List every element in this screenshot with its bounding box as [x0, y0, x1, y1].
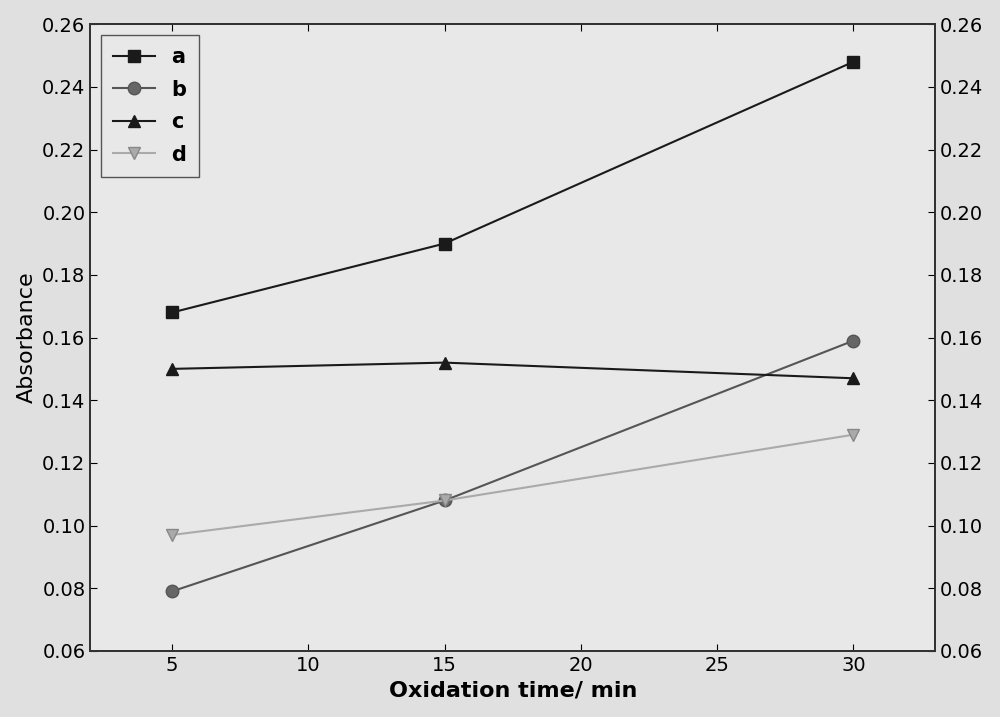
d: [847, 430, 859, 439]
d: [166, 531, 178, 539]
c: [166, 364, 178, 373]
a: [166, 308, 178, 317]
Line: d: d: [166, 429, 860, 541]
c: [439, 358, 451, 367]
Line: a: a: [166, 55, 860, 319]
Line: c: c: [166, 356, 860, 384]
Legend: a, b, c, d: a, b, c, d: [101, 34, 199, 177]
Y-axis label: Absorbance: Absorbance: [17, 272, 37, 404]
b: [166, 587, 178, 596]
c: [847, 374, 859, 383]
Line: b: b: [166, 334, 860, 598]
b: [439, 496, 451, 505]
a: [847, 57, 859, 66]
a: [439, 239, 451, 248]
X-axis label: Oxidation time/ min: Oxidation time/ min: [389, 680, 637, 701]
b: [847, 336, 859, 345]
d: [439, 496, 451, 505]
